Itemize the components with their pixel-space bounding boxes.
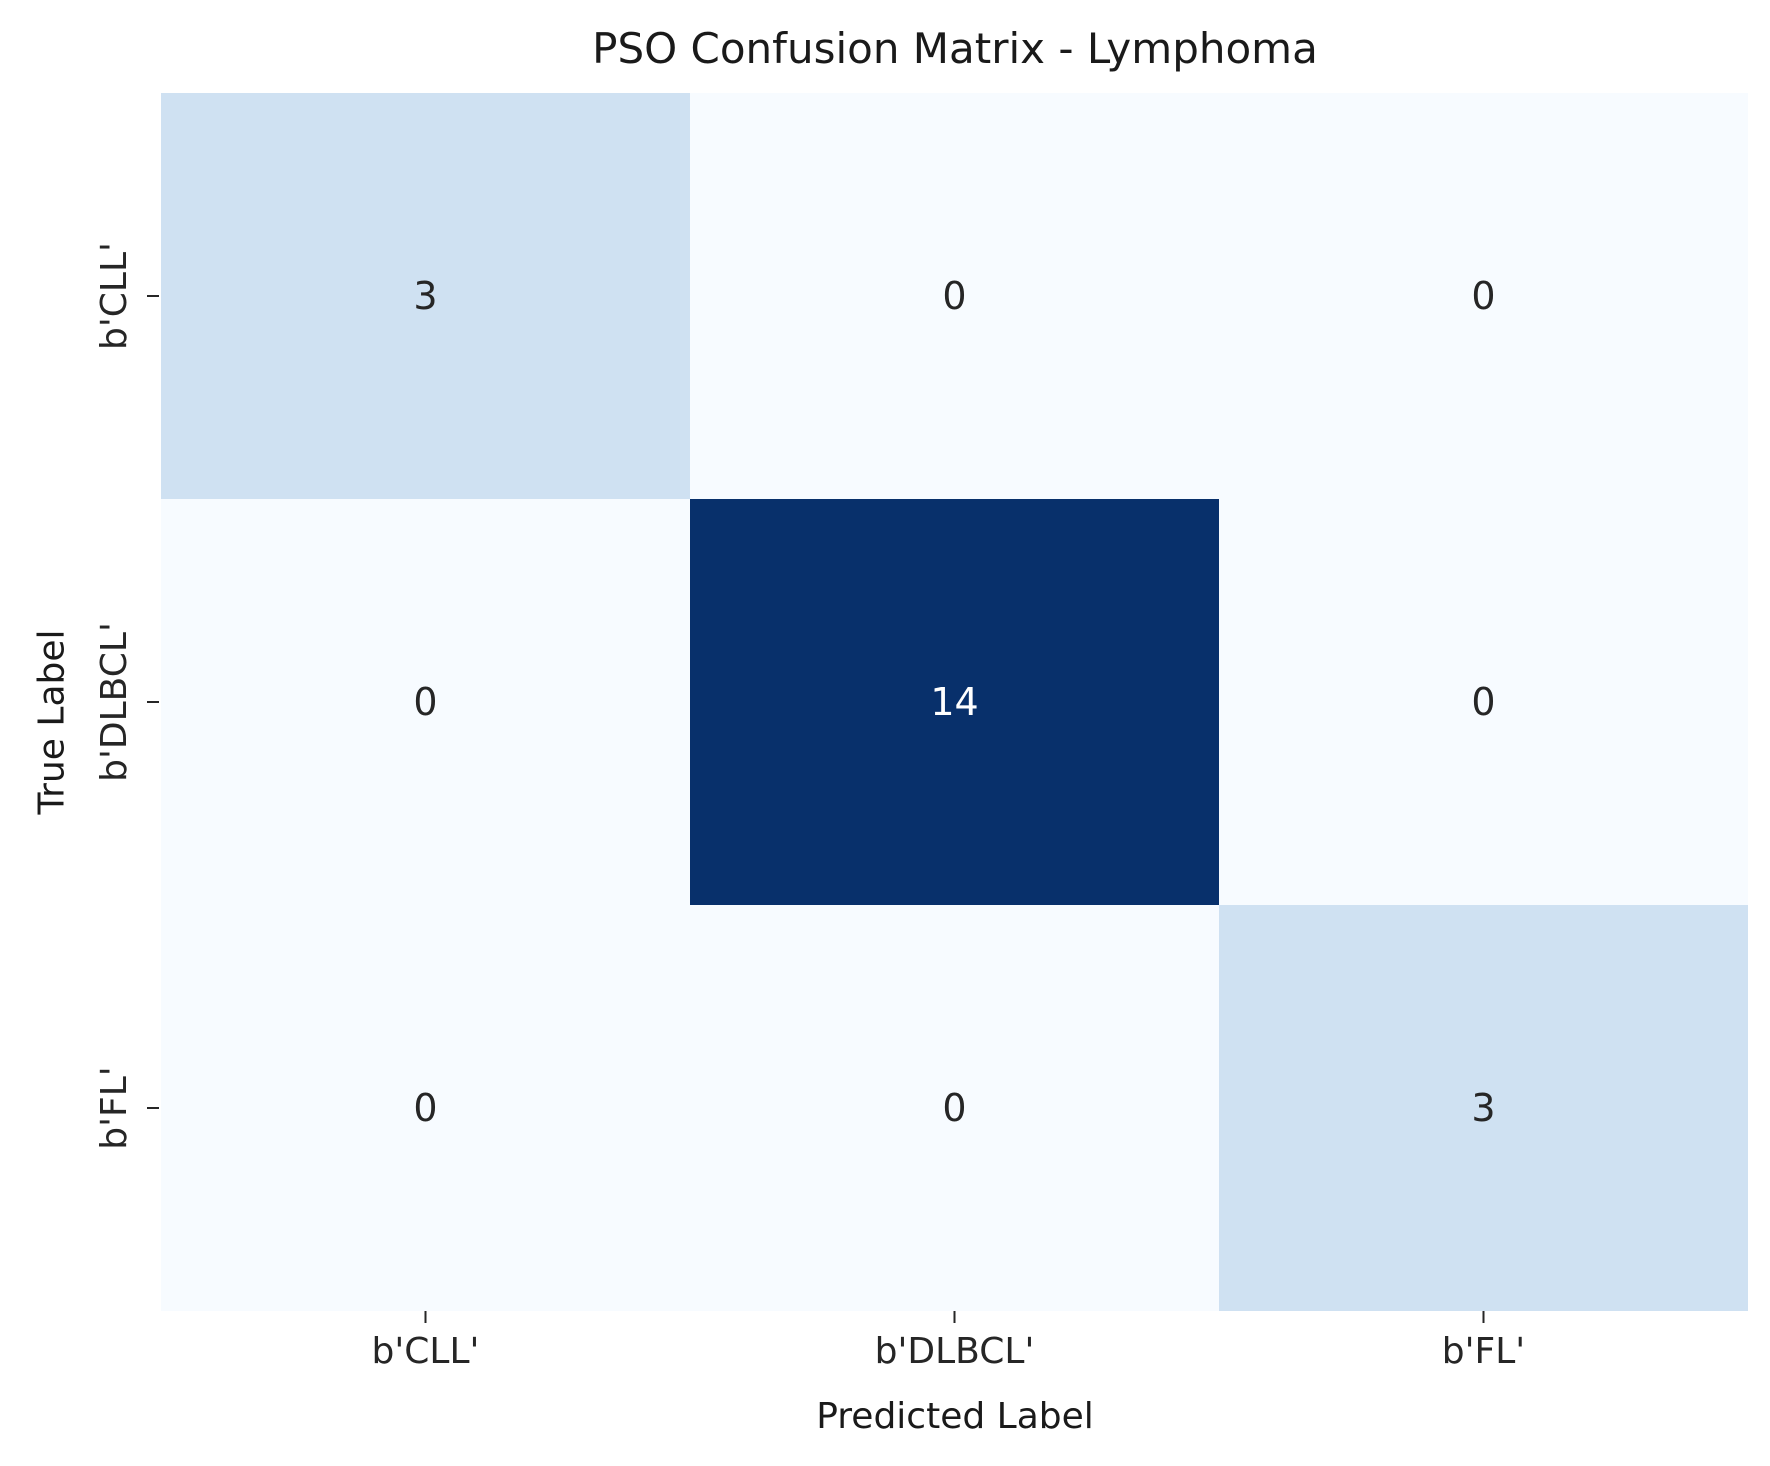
cell-value-label: 0 <box>942 1086 966 1130</box>
x-tick-label: b'DLBCL' <box>875 1331 1035 1372</box>
y-tick-label: b'CLL' <box>94 242 135 350</box>
cell-value-label: 0 <box>1471 680 1495 724</box>
heatmap-cell <box>1219 905 1748 1311</box>
y-axis-label: True Label <box>31 629 73 815</box>
y-axis-ticks: b'CLL' b'DLBCL' b'FL' <box>94 242 159 1150</box>
x-axis-label: Predicted Label <box>816 1396 1094 1437</box>
chart-title: PSO Confusion Matrix - Lymphoma <box>592 24 1318 73</box>
cell-value-label: 14 <box>930 680 978 724</box>
cell-value-label: 0 <box>942 274 966 318</box>
y-tick-label: b'FL' <box>94 1066 135 1149</box>
heatmap-cell <box>1219 93 1748 499</box>
cell-value-label: 3 <box>413 274 437 318</box>
x-axis-ticks: b'CLL' b'DLBCL' b'FL' <box>372 1311 1525 1372</box>
heatmap-cell <box>690 93 1219 499</box>
heatmap-cell <box>690 499 1219 905</box>
heatmap-cell <box>1219 499 1748 905</box>
y-tick-label: b'DLBCL' <box>94 622 135 782</box>
x-tick-label: b'FL' <box>1442 1331 1525 1372</box>
heatmap-cell <box>161 93 690 499</box>
heatmap-cells <box>161 93 1748 1311</box>
cell-value-label: 3 <box>1471 1086 1495 1130</box>
heatmap-cell <box>690 905 1219 1311</box>
x-tick-label: b'CLL' <box>372 1331 480 1372</box>
heatmap-cell <box>161 905 690 1311</box>
heatmap-cell-labels: 3 0 0 0 14 0 0 0 3 <box>413 274 1495 1130</box>
cell-value-label: 0 <box>413 680 437 724</box>
cell-value-label: 0 <box>413 1086 437 1130</box>
heatmap-cell <box>161 499 690 905</box>
cell-value-label: 0 <box>1471 274 1495 318</box>
